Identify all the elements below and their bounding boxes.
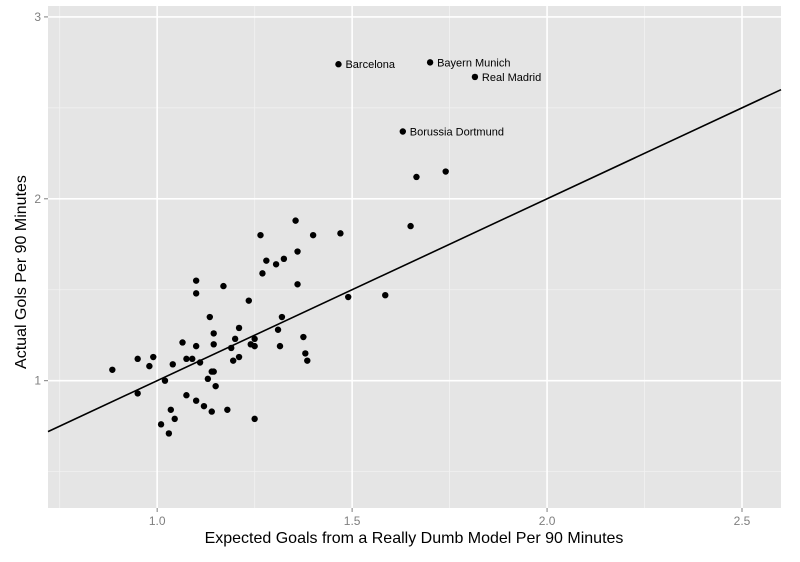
y-tick-label: 3 xyxy=(34,10,41,24)
data-point xyxy=(150,353,157,361)
point-labels: Barcelona Bayern Munich Real Madrid Borussi… xyxy=(345,57,541,138)
data-point xyxy=(220,282,227,290)
x-tick-label: 1.5 xyxy=(344,514,361,528)
data-point xyxy=(280,255,288,263)
data-point xyxy=(200,402,208,410)
labeled-data-point xyxy=(471,73,479,81)
data-point xyxy=(278,313,286,321)
data-point xyxy=(183,392,190,399)
point-label: Barcelona xyxy=(345,59,395,71)
data-point xyxy=(276,342,284,350)
data-point xyxy=(210,330,217,337)
labeled-data-point xyxy=(426,59,434,66)
data-point xyxy=(208,408,215,415)
data-point xyxy=(210,341,217,348)
labeled-data-point xyxy=(335,61,342,68)
data-point xyxy=(413,173,420,181)
data-point xyxy=(212,382,219,390)
data-point xyxy=(204,375,212,383)
point-label: Bayern Munich xyxy=(437,57,510,69)
data-point xyxy=(169,361,176,368)
data-point xyxy=(134,390,141,397)
x-axis-ticks: 1.0 1.5 2.0 2.5 xyxy=(149,508,751,528)
data-point xyxy=(157,421,165,428)
data-point xyxy=(274,326,282,333)
data-point xyxy=(294,248,301,255)
data-point xyxy=(134,355,141,363)
point-label: Real Madrid xyxy=(482,72,541,84)
y-tick-label: 2 xyxy=(34,192,41,206)
reference-line xyxy=(47,88,782,433)
labeled-data-point xyxy=(399,128,407,135)
data-point xyxy=(196,359,204,366)
data-point xyxy=(257,231,264,239)
x-tick-label: 2.5 xyxy=(734,514,751,528)
data-point xyxy=(272,261,280,268)
x-axis-title: Expected Goals from a Really Dumb Model … xyxy=(205,530,624,547)
data-point xyxy=(251,342,258,350)
data-point xyxy=(259,270,266,277)
data-point xyxy=(302,350,309,357)
data-point xyxy=(229,357,237,364)
data-point xyxy=(189,355,196,363)
data-point xyxy=(304,357,311,364)
data-point xyxy=(292,217,299,224)
reference-line-group xyxy=(47,88,782,433)
point-label: Borussia Dortmund xyxy=(410,127,504,139)
x-tick-label: 1.0 xyxy=(149,514,166,528)
data-point xyxy=(192,397,200,404)
data-point xyxy=(263,257,270,264)
data-point xyxy=(309,231,317,239)
data-point xyxy=(407,222,414,230)
data-point xyxy=(171,415,178,423)
data-point xyxy=(442,168,449,175)
data-point xyxy=(192,290,200,297)
x-tick-label: 2.0 xyxy=(539,514,556,528)
minor-gridlines xyxy=(48,6,781,508)
data-point xyxy=(337,230,344,237)
data-point xyxy=(231,335,239,343)
data-point xyxy=(161,377,169,384)
y-axis-title: Actual Gols Per 90 Minutes xyxy=(13,175,30,369)
data-point xyxy=(224,406,231,413)
data-point xyxy=(294,281,301,288)
data-point xyxy=(109,366,116,373)
data-point xyxy=(228,344,235,352)
data-point xyxy=(245,297,252,304)
data-point xyxy=(300,333,307,341)
plot-background xyxy=(48,6,781,508)
data-point xyxy=(192,277,200,284)
y-tick-label: 1 xyxy=(34,374,41,388)
data-point xyxy=(235,353,243,361)
data-point xyxy=(382,291,389,299)
data-point xyxy=(210,368,217,375)
data-point xyxy=(167,406,175,413)
data-point xyxy=(183,355,190,363)
data-point xyxy=(192,342,200,350)
data-point xyxy=(165,430,173,437)
data-point xyxy=(235,324,243,332)
data-point xyxy=(206,313,214,321)
y-axis-ticks: 1 2 3 xyxy=(34,10,48,388)
data-points xyxy=(109,59,479,437)
data-point xyxy=(345,293,352,301)
data-point xyxy=(179,339,186,346)
data-point xyxy=(251,335,258,343)
major-gridlines xyxy=(48,6,781,508)
data-point xyxy=(146,362,153,370)
data-point xyxy=(251,415,258,423)
